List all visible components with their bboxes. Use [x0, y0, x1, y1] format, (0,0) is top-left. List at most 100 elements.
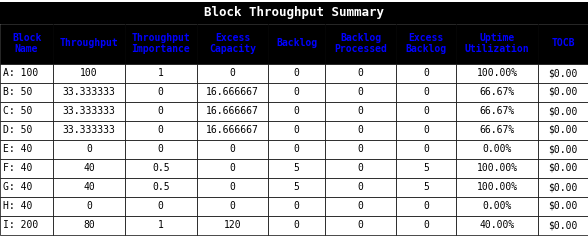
Bar — [125, 197, 196, 215]
Text: 16.666667: 16.666667 — [206, 87, 259, 97]
Text: Uptime
Utilization: Uptime Utilization — [465, 33, 529, 54]
Bar — [538, 159, 588, 177]
Bar — [53, 121, 125, 139]
Bar — [325, 63, 396, 83]
Bar — [0, 83, 53, 101]
Text: 0: 0 — [358, 87, 363, 97]
Text: 33.333333: 33.333333 — [62, 106, 115, 116]
Text: 1: 1 — [158, 68, 163, 78]
Bar — [538, 139, 588, 159]
Bar — [196, 215, 268, 235]
Text: 0.00%: 0.00% — [482, 144, 512, 154]
Text: 0: 0 — [293, 125, 299, 135]
Bar — [53, 101, 125, 121]
Text: 5: 5 — [423, 182, 429, 192]
Polygon shape — [0, 1, 588, 24]
Text: 0.00%: 0.00% — [482, 201, 512, 211]
Text: Backlog: Backlog — [276, 38, 317, 49]
Text: 0: 0 — [423, 201, 429, 211]
Bar — [456, 63, 538, 83]
Text: 0: 0 — [423, 125, 429, 135]
Bar — [456, 83, 538, 101]
Bar — [456, 121, 538, 139]
Text: 0: 0 — [358, 182, 363, 192]
Text: 0: 0 — [293, 144, 299, 154]
Text: 0: 0 — [358, 163, 363, 173]
Bar — [0, 121, 53, 139]
Text: $0.00: $0.00 — [549, 106, 577, 116]
Bar — [538, 177, 588, 197]
Bar — [538, 63, 588, 83]
Text: 0: 0 — [358, 68, 363, 78]
Text: Block
Name: Block Name — [12, 33, 41, 54]
Bar — [456, 197, 538, 215]
Bar — [125, 24, 196, 63]
Text: 80: 80 — [83, 220, 95, 230]
Text: 66.67%: 66.67% — [479, 106, 514, 116]
Text: 66.67%: 66.67% — [479, 125, 514, 135]
Bar — [396, 197, 456, 215]
Bar — [268, 197, 325, 215]
Text: 0.5: 0.5 — [152, 163, 169, 173]
Bar — [0, 197, 53, 215]
Bar — [53, 139, 125, 159]
Bar — [196, 83, 268, 101]
Text: 0.5: 0.5 — [152, 182, 169, 192]
Bar — [268, 121, 325, 139]
Text: 0: 0 — [86, 201, 92, 211]
Text: 0: 0 — [158, 201, 163, 211]
Text: 0: 0 — [158, 106, 163, 116]
Text: Backlog
Processed: Backlog Processed — [334, 33, 387, 54]
Text: Throughput
Importance: Throughput Importance — [131, 33, 190, 54]
Text: 0: 0 — [423, 106, 429, 116]
Text: Excess
Capacity: Excess Capacity — [209, 33, 256, 54]
Bar — [268, 83, 325, 101]
Bar — [125, 63, 196, 83]
Bar — [268, 63, 325, 83]
Bar — [0, 139, 53, 159]
Bar — [325, 139, 396, 159]
Bar — [268, 215, 325, 235]
Bar — [53, 197, 125, 215]
Text: B: 50: B: 50 — [3, 87, 32, 97]
Bar — [325, 83, 396, 101]
Text: 0: 0 — [158, 125, 163, 135]
Bar — [456, 101, 538, 121]
Text: 66.67%: 66.67% — [479, 87, 514, 97]
Text: 0: 0 — [229, 68, 235, 78]
Text: 0: 0 — [293, 201, 299, 211]
Text: 33.333333: 33.333333 — [62, 125, 115, 135]
Text: 0: 0 — [423, 220, 429, 230]
Text: 0: 0 — [86, 144, 92, 154]
Bar — [325, 159, 396, 177]
Text: 16.666667: 16.666667 — [206, 125, 259, 135]
Bar — [396, 121, 456, 139]
Text: I: 200: I: 200 — [3, 220, 38, 230]
Text: C: 50: C: 50 — [3, 106, 32, 116]
Text: Block Throughput Summary: Block Throughput Summary — [204, 6, 384, 19]
Bar — [196, 197, 268, 215]
Bar — [325, 215, 396, 235]
Text: $0.00: $0.00 — [549, 163, 577, 173]
Bar — [396, 215, 456, 235]
Bar — [0, 215, 53, 235]
Text: 40.00%: 40.00% — [479, 220, 514, 230]
Text: Excess
Backlog: Excess Backlog — [406, 33, 447, 54]
Text: 0: 0 — [358, 144, 363, 154]
Text: 0: 0 — [158, 87, 163, 97]
Text: 0: 0 — [229, 201, 235, 211]
Text: 0: 0 — [293, 220, 299, 230]
Bar — [325, 24, 396, 63]
Text: $0.00: $0.00 — [549, 220, 577, 230]
Text: 0: 0 — [358, 106, 363, 116]
Text: G: 40: G: 40 — [3, 182, 32, 192]
Bar — [196, 139, 268, 159]
Text: 5: 5 — [293, 182, 299, 192]
Text: 100.00%: 100.00% — [476, 163, 517, 173]
Bar — [456, 24, 538, 63]
Text: A: 100: A: 100 — [3, 68, 38, 78]
Bar — [268, 24, 325, 63]
Bar — [125, 121, 196, 139]
Text: $0.00: $0.00 — [549, 87, 577, 97]
Text: 5: 5 — [423, 163, 429, 173]
